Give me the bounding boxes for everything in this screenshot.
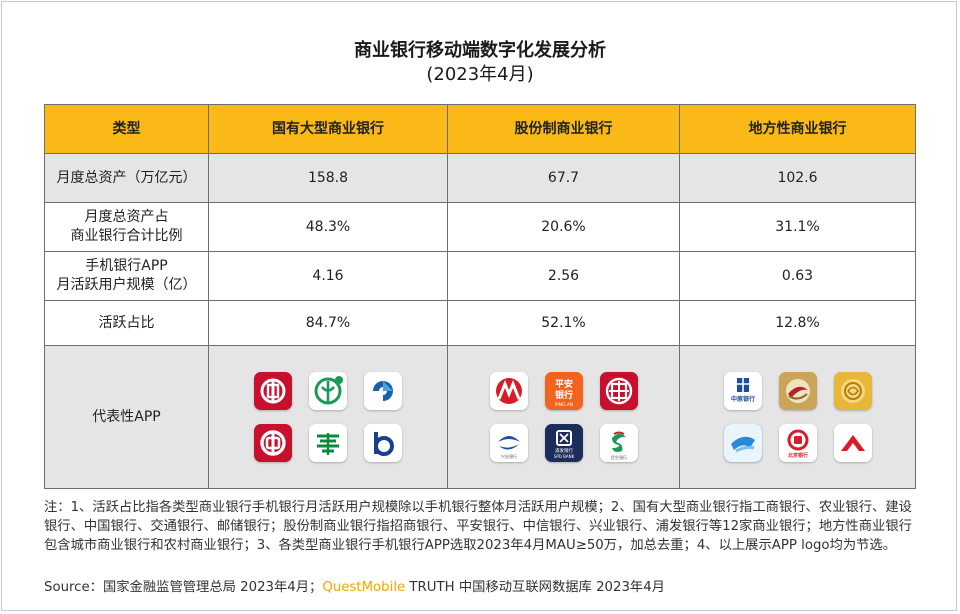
row-label-line: 商业银行合计比例 <box>70 228 183 244</box>
app-cell <box>208 345 448 489</box>
source-suffix: TRUTH 中国移动互联网数据库 2023年4月 <box>405 580 665 595</box>
table-cell: 4.16 <box>208 251 448 301</box>
row-label: 代表性APP <box>44 345 209 489</box>
source-line: Source：国家金融监管管理总局 2023年4月；QuestMobile TR… <box>44 578 924 597</box>
svg-text:北京银行: 北京银行 <box>787 452 807 459</box>
source-prefix: Source：国家金融监管管理总局 2023年4月； <box>44 580 323 595</box>
boc-app-icon <box>254 424 292 462</box>
gold-bank-app-icon <box>778 372 817 410</box>
row-label-line: 活跃占比 <box>98 314 155 331</box>
cmb-app-icon <box>489 372 528 410</box>
row-label: 月度总资产占 商业银行合计比例 <box>44 202 209 252</box>
app-icon-grid: 中原银行北京银行 <box>680 372 915 462</box>
table-cell: 20.6% <box>447 202 680 252</box>
source-brand: QuestMobile <box>322 580 406 595</box>
pingan-app-icon: 平安 银行 PING AN <box>544 372 583 410</box>
psbc-app-icon <box>309 424 347 462</box>
table-row: 手机银行APP 月活跃用户规模（亿） 4.16 2.56 0.63 <box>44 251 916 301</box>
spdb-app-icon: 浦发银行 SPD BANK <box>544 424 583 462</box>
beijing-bank-app-icon: 北京银行 <box>778 424 817 462</box>
row-label-line: 月度总资产（万亿元） <box>56 169 197 186</box>
gold-coin-app-icon <box>833 372 872 410</box>
row-label: 月度总资产（万亿元） <box>44 153 209 203</box>
header-type: 类型 <box>44 104 209 154</box>
table-cell: 158.8 <box>208 153 448 203</box>
table-cell: 84.7% <box>208 300 448 346</box>
table-row: 月度总资产占 商业银行合计比例 48.3% 20.6% 31.1% <box>44 202 916 252</box>
header-joint-stock: 股份制商业银行 <box>447 104 680 154</box>
table-cell: 102.6 <box>679 153 916 203</box>
header-state-owned: 国有大型商业银行 <box>208 104 448 154</box>
svg-text:兴业银行: 兴业银行 <box>501 453 517 459</box>
cmbc-app-icon: 民生银行 <box>599 424 638 462</box>
table-cell: 31.1% <box>679 202 916 252</box>
red-arrow-bank-app-icon <box>833 424 872 462</box>
bocom-app-icon <box>364 424 402 462</box>
citic-app-icon <box>599 372 638 410</box>
svg-text:中原银行: 中原银行 <box>730 395 754 403</box>
icbc-app-icon <box>254 372 292 410</box>
table-cell: 0.63 <box>679 251 916 301</box>
row-label: 手机银行APP 月活跃用户规模（亿） <box>44 251 209 301</box>
row-label: 活跃占比 <box>44 300 209 346</box>
table-cell: 48.3% <box>208 202 448 252</box>
app-cell: 中原银行北京银行 <box>679 345 916 489</box>
blue-bank-app-icon <box>723 424 762 462</box>
cib-app-icon: 兴业银行 <box>489 424 528 462</box>
svg-text:民生银行: 民生银行 <box>611 454 627 460</box>
svg-text:PING AN: PING AN <box>554 402 573 408</box>
abc-app-icon <box>309 372 347 410</box>
table-cell: 52.1% <box>447 300 680 346</box>
svg-text:平安: 平安 <box>554 378 572 390</box>
row-label-line: 手机银行APP <box>85 258 168 274</box>
table-cell: 12.8% <box>679 300 916 346</box>
app-icon-grid: 平安 银行 PING AN 兴业银行 浦发银行 SPD BANK 民生银行 <box>448 372 679 462</box>
app-icon-grid <box>209 372 447 462</box>
page-title: 商业银行移动端数字化发展分析 <box>354 40 606 61</box>
table-row-apps: 代表性APP 平安 银行 PING AN 兴业银行 浦发银行 SPD BANK 民生银行 中… <box>44 345 916 489</box>
table-row: 月度总资产（万亿元） 158.8 67.7 102.6 <box>44 153 916 203</box>
svg-text:浦发银行: 浦发银行 <box>555 447 573 454</box>
table-header-row: 类型 国有大型商业银行 股份制商业银行 地方性商业银行 <box>44 104 916 154</box>
table-row: 活跃占比 84.7% 52.1% 12.8% <box>44 300 916 346</box>
page-subtitle: (2023年4月) <box>426 64 534 85</box>
header-local: 地方性商业银行 <box>679 104 916 154</box>
footnote-text: 注：1、活跃占比指各类型商业银行手机银行月活跃用户规模除以手机银行整体月活跃用户… <box>44 500 912 553</box>
app-cell: 平安 银行 PING AN 兴业银行 浦发银行 SPD BANK 民生银行 <box>447 345 680 489</box>
row-label-line: 月活跃用户规模（亿） <box>56 277 197 293</box>
bank-of-beijing-app-icon: 中原银行 <box>723 372 762 410</box>
comparison-table: 类型 国有大型商业银行 股份制商业银行 地方性商业银行 月度总资产（万亿元） 1… <box>44 104 916 489</box>
svg-text:SPD BANK: SPD BANK <box>553 454 574 459</box>
row-label-line: 月度总资产占 <box>84 209 169 225</box>
svg-text:银行: 银行 <box>554 389 572 401</box>
ccb-app-icon <box>364 372 402 410</box>
footnotes: 注：1、活跃占比指各类型商业银行手机银行月活跃用户规模除以手机银行整体月活跃用户… <box>44 498 924 555</box>
table-cell: 67.7 <box>447 153 680 203</box>
table-cell: 2.56 <box>447 251 680 301</box>
